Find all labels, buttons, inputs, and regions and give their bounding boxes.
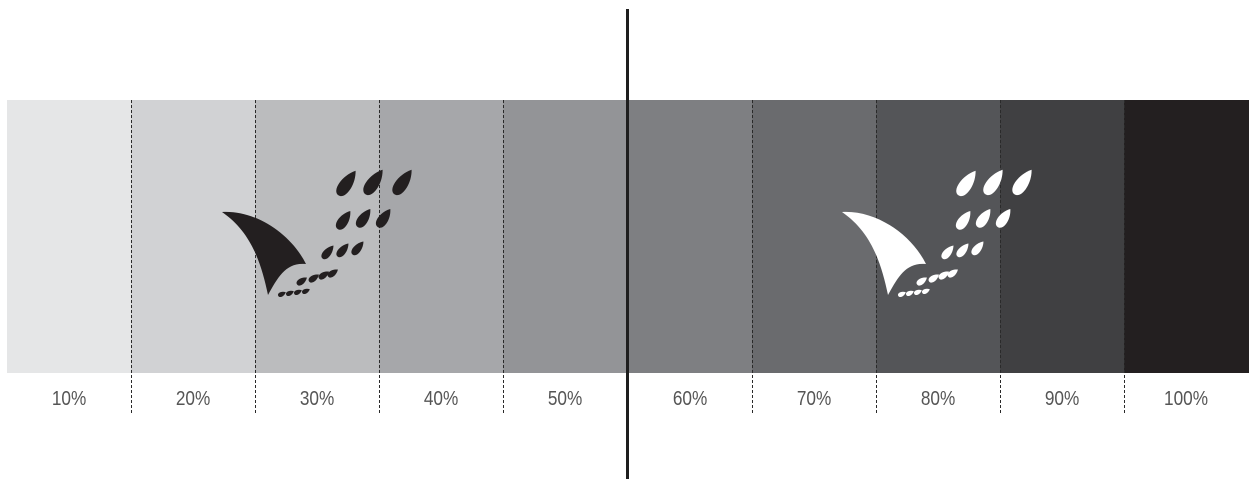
percent-label: 90% [1044, 388, 1080, 410]
logo-mark-light-icon [842, 169, 1032, 298]
logo-drop-shape [363, 169, 383, 196]
gray-swatch [379, 100, 505, 373]
dashed-divider [876, 100, 877, 413]
logo-drop-shape [956, 243, 969, 258]
percent-label: 50% [548, 388, 583, 410]
logo-drop-shape [921, 288, 930, 295]
logo-mark-dark-icon [222, 169, 412, 298]
center-divider-line [626, 9, 629, 479]
percent-label: 60% [672, 388, 707, 410]
logo-drop-shape [938, 271, 949, 280]
dashed-divider [1124, 100, 1125, 413]
logo-drop-shape [293, 289, 302, 296]
logo-drop-shape [285, 290, 294, 297]
percent-label: 70% [796, 388, 831, 410]
logo-drop-shape [913, 289, 922, 296]
gray-swatch [1123, 100, 1249, 373]
logo-drop-shape [971, 241, 984, 256]
logo-drop-shape [296, 277, 307, 286]
logo-drop-shape [955, 210, 971, 230]
percent-label: 80% [920, 388, 955, 410]
gray-swatch [131, 100, 257, 373]
logo-drop-shape [905, 290, 914, 297]
grayscale-band [7, 100, 1249, 373]
percent-label: 100% [1163, 388, 1208, 410]
dashed-divider [503, 100, 504, 413]
logo-drop-shape [941, 245, 954, 260]
logo-drop-shape [277, 291, 286, 298]
logo-drop-shape [375, 208, 391, 228]
dashed-divider [1000, 100, 1001, 413]
logo-drop-shape [916, 277, 927, 286]
percent-label: 20% [175, 388, 211, 410]
dashed-divider [131, 100, 132, 413]
dashed-divider [752, 100, 753, 413]
logo-drop-shape [975, 208, 991, 228]
gray-swatch [503, 100, 629, 373]
logo-drop-shape [327, 269, 338, 278]
logo-drop-shape [995, 208, 1011, 228]
dashed-divider [379, 100, 380, 413]
logo-drop-shape [308, 274, 319, 283]
percent-label: 30% [300, 388, 335, 410]
logo-drop-shape [947, 269, 958, 278]
logo-drop-shape [355, 208, 371, 228]
logo-drop-shape [335, 210, 351, 230]
percent-label: 10% [51, 388, 87, 410]
gray-swatch [627, 100, 753, 373]
logo-drop-shape [928, 274, 939, 283]
logo-drop-shape [336, 243, 349, 258]
logo-swoosh-shape [842, 211, 926, 295]
gray-swatch [751, 100, 877, 373]
gray-swatch [999, 100, 1125, 373]
percent-label: 40% [424, 388, 459, 410]
logo-drop-shape [956, 170, 976, 197]
logo-drop-shape [301, 288, 310, 295]
logo-drop-shape [321, 245, 334, 260]
dashed-divider [255, 100, 256, 413]
logo-drop-shape [392, 169, 412, 196]
logo-swoosh-shape [222, 211, 306, 295]
logo-drop-shape [351, 241, 364, 256]
logo-drop-shape [983, 169, 1003, 196]
logo-drop-shape [336, 170, 356, 197]
logo-drop-shape [897, 291, 906, 298]
logo-drop-shape [318, 271, 329, 280]
gray-swatch [7, 100, 133, 373]
logo-drop-shape [1012, 169, 1032, 196]
